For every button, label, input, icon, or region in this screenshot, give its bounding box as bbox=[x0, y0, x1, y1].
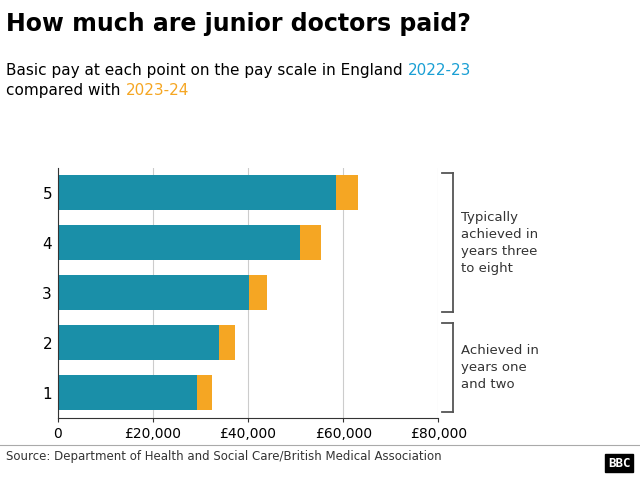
Bar bbox=[58, 375, 198, 410]
Text: Basic pay at each point on the pay scale in England: Basic pay at each point on the pay scale… bbox=[6, 63, 408, 78]
Text: compared with: compared with bbox=[6, 83, 125, 97]
Bar bbox=[58, 226, 300, 260]
Text: Achieved in
years one
and two: Achieved in years one and two bbox=[461, 344, 540, 391]
Text: Source: Department of Health and Social Care/British Medical Association: Source: Department of Health and Social … bbox=[6, 450, 442, 463]
Text: Typically
achieved in
years three
to eight: Typically achieved in years three to eig… bbox=[461, 211, 539, 275]
Bar bbox=[220, 325, 235, 360]
Bar bbox=[335, 176, 358, 210]
Text: How much are junior doctors paid?: How much are junior doctors paid? bbox=[6, 12, 471, 36]
Bar bbox=[58, 176, 335, 210]
Bar bbox=[58, 325, 220, 360]
Bar bbox=[198, 375, 212, 410]
Text: BBC: BBC bbox=[608, 456, 630, 470]
Text: 2023-24: 2023-24 bbox=[125, 83, 189, 97]
Text: 2022-23: 2022-23 bbox=[408, 63, 471, 78]
Bar bbox=[58, 276, 249, 310]
Bar bbox=[300, 226, 321, 260]
Bar bbox=[249, 276, 267, 310]
